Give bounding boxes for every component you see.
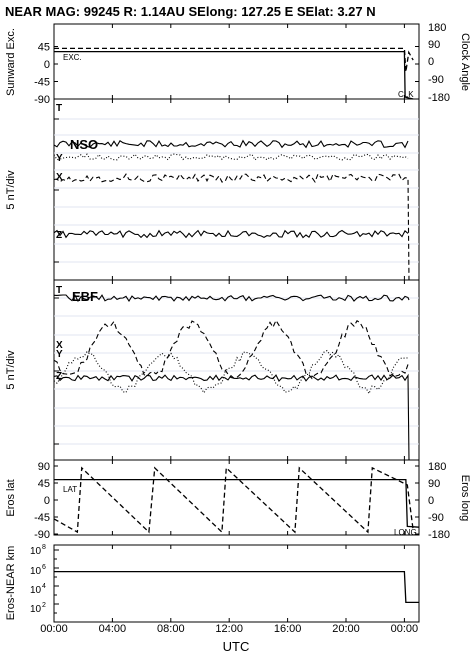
p2-X-label: X — [56, 172, 63, 183]
p2-trace-Y — [53, 153, 409, 161]
p4-left-ylabel: Eros lat — [5, 479, 17, 516]
long-label: LONG — [394, 528, 417, 537]
p4-ytick-label-right-4: -180 — [428, 529, 450, 541]
nso-label: NSO — [70, 137, 98, 152]
p4-ytick-label-right-0: 180 — [428, 461, 446, 473]
p5-tick-1e8-exp: 8 — [42, 544, 46, 551]
panel-4-frame — [53, 459, 420, 536]
p4-ytick-label-left-2: 0 — [44, 495, 50, 507]
p2-trace-Z — [53, 229, 409, 239]
panel-2-frame — [53, 98, 420, 281]
p3-trace-T — [53, 294, 410, 303]
ebf-label: EBF — [72, 289, 98, 304]
p4-series-long — [53, 466, 414, 534]
p4-ytick-label-right-3: -90 — [428, 512, 444, 524]
x-tick-label-1: 04:00 — [99, 623, 127, 635]
p5-tick-1e4-base: 10 — [30, 585, 42, 596]
p5-tick-1e6-exp: 6 — [42, 564, 46, 571]
p2-trace-X — [53, 172, 410, 281]
p4-ytick-label-left-4: -90 — [34, 529, 50, 541]
p1-ytick-label-left-1: 0 — [44, 59, 50, 71]
p4-ytick-label-left-0: 90 — [38, 461, 50, 473]
p1-ytick-label-left-3: -90 — [34, 94, 50, 106]
x-tick-labels: 00:00 04:00 08:00 12:00 16:00 20:00 00:00 — [40, 623, 418, 635]
p3-trace-X — [53, 319, 409, 380]
p1-ytick-label-right-4: -180 — [428, 92, 450, 104]
axis-ticks: 45 0 -45 -90 180 90 0 -90 -180 90 180 45 90 0 0 -45 -90 -… — [34, 22, 450, 622]
p1-series-exc — [54, 50, 414, 100]
x-tick-label-3: 12:00 — [215, 623, 243, 635]
panel-1-frame — [53, 23, 420, 100]
p2-Y-label: Y — [56, 153, 63, 164]
p4-ytick-label-right-2: 0 — [428, 495, 434, 507]
p3-trace-Y — [53, 349, 409, 395]
panel-3-frame — [53, 279, 420, 461]
p1-ytick-label-left-2: -45 — [34, 77, 50, 89]
p5-tick-1e2-exp: 2 — [42, 602, 46, 609]
p1-series-clk — [54, 47, 414, 72]
p4-ytick-label-right-1: 90 — [428, 478, 440, 490]
p3-Y-label: Y — [56, 349, 63, 360]
x-axis-title: UTC — [223, 639, 250, 654]
p5-left-ylabel: Eros-NEAR km — [5, 546, 17, 621]
p5-tick-1e2-base: 10 — [30, 604, 42, 615]
p3-trace-Z — [53, 373, 410, 461]
p4-right-ylabel: Eros long — [459, 475, 471, 521]
p2-trace-T — [53, 139, 409, 149]
x-tick-label-0: 00:00 — [40, 623, 68, 635]
p5-tick-1e6-base: 10 — [30, 566, 42, 577]
panel-5-frame — [53, 544, 420, 623]
p5-tick-1e4-exp: 4 — [42, 583, 46, 590]
p1-ytick-label-right-2: 0 — [428, 56, 434, 68]
p3-left-ylabel: 5 nT/div — [5, 350, 17, 390]
clk-label: CLK — [398, 90, 414, 99]
p2-T-label: T — [56, 103, 62, 114]
p1-ytick-label-right-3: -90 — [428, 74, 444, 86]
p1-ytick-label-left-0: 45 — [38, 42, 50, 54]
p4-ytick-label-left-1: 45 — [38, 478, 50, 490]
p2-Z-label: Z — [56, 230, 62, 241]
p1-ytick-label-right-1: 90 — [428, 39, 440, 51]
lat-label: LAT — [63, 485, 77, 494]
p3-T-label: T — [56, 285, 62, 296]
x-tick-label-2: 08:00 — [157, 623, 185, 635]
p5-log-tick-labels: 10 8 10 6 10 4 10 2 — [30, 544, 46, 615]
p1-left-ylabel: Sunward Exc. — [5, 28, 17, 96]
p5-tick-1e8-base: 10 — [30, 546, 42, 557]
p3-Z-label: Z — [56, 371, 62, 382]
p1-right-ylabel: Clock Angle — [459, 33, 471, 91]
grid-lines — [54, 118, 419, 445]
p4-ytick-label-left-3: -45 — [34, 512, 50, 524]
exc-label: EXC. — [63, 53, 82, 62]
figure-title: NEAR MAG: 99245 R: 1.14AU SElong: 127.25… — [5, 4, 376, 19]
p2-left-ylabel: 5 nT/div — [5, 170, 17, 210]
data-traces — [53, 47, 420, 604]
p5-series-distance — [54, 570, 419, 604]
x-tick-label-6: 00:00 — [391, 623, 419, 635]
p3-X-label: X — [56, 340, 63, 351]
p1-ytick-label-right-0: 180 — [428, 22, 446, 34]
p4-series-lat — [54, 478, 420, 528]
x-tick-label-4: 16:00 — [274, 623, 302, 635]
x-tick-label-5: 20:00 — [332, 623, 360, 635]
